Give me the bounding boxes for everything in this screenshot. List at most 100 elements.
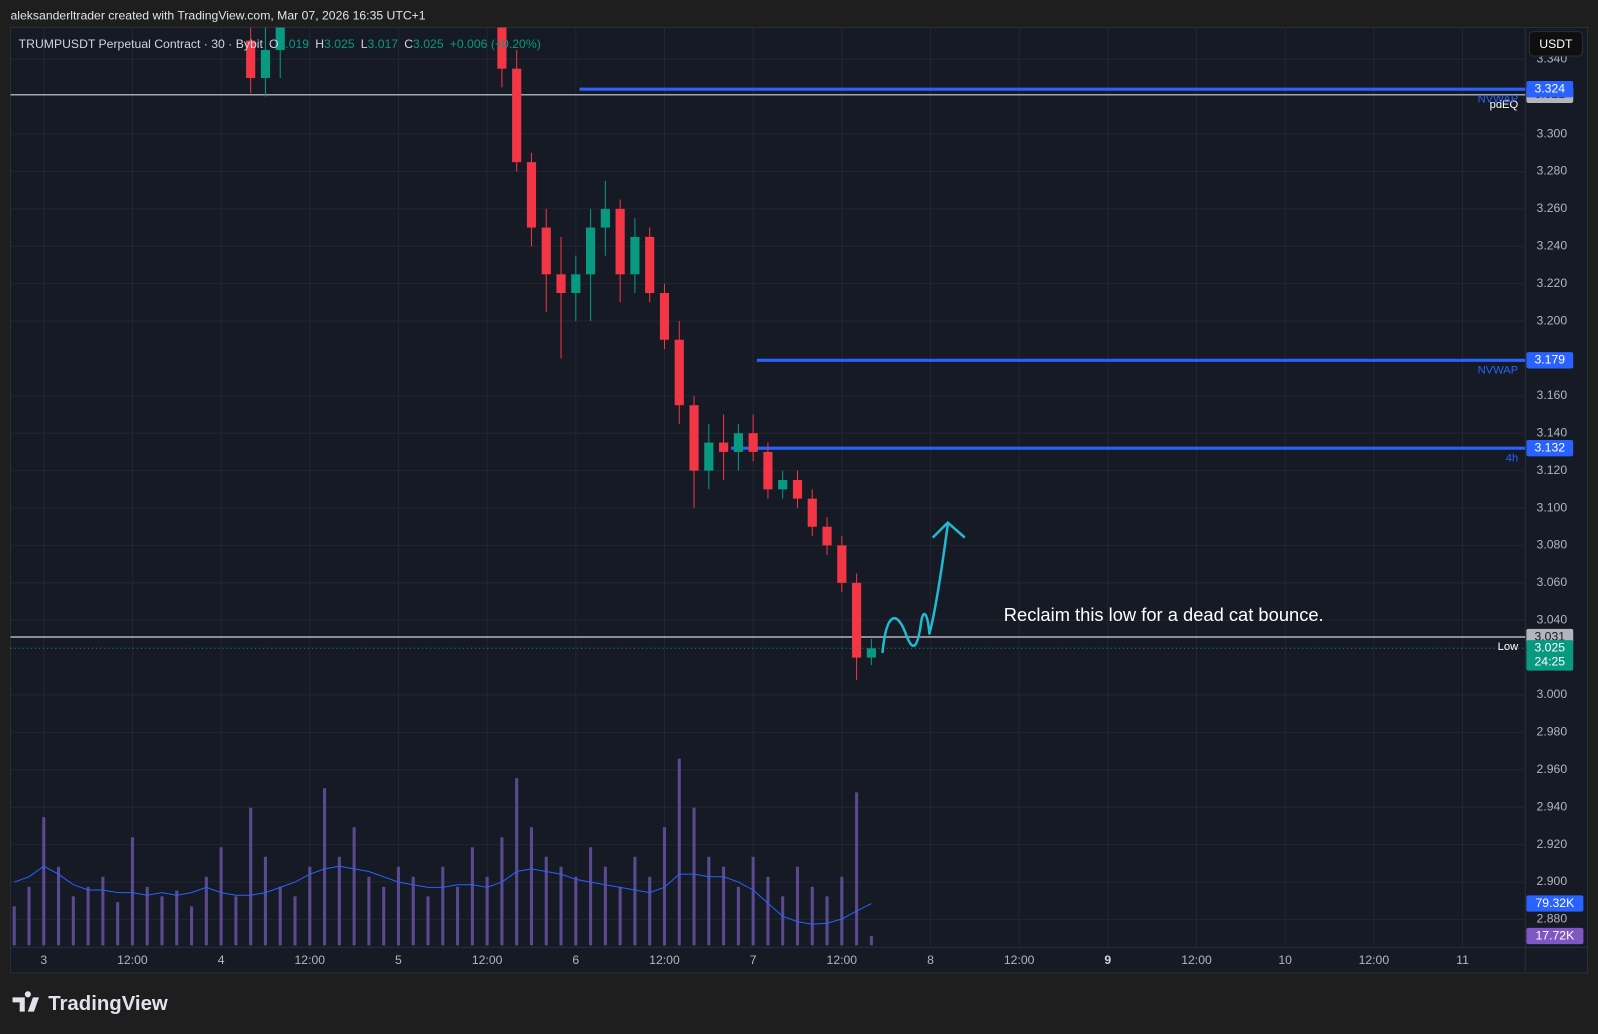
x-tick-label: 12:00 — [472, 953, 503, 967]
x-tick-label: 12:00 — [1181, 953, 1212, 967]
y-tick-label: 3.140 — [1537, 425, 1568, 439]
currency-label[interactable]: USDT — [1539, 37, 1573, 51]
brand-logo — [12, 991, 40, 1012]
y-tick-label: 3.300 — [1537, 126, 1568, 140]
h-value: 3.025 — [324, 37, 355, 51]
level-name: 4h — [1506, 452, 1518, 464]
c-value: 3.025 — [413, 37, 444, 51]
y-tick-label: 2.880 — [1537, 912, 1568, 926]
volume-bar — [12, 906, 16, 946]
volume-bar — [382, 886, 386, 946]
volume-bar — [101, 876, 105, 946]
volume-bar — [323, 788, 327, 946]
level-label-text: 3.132 — [1535, 440, 1566, 454]
volume-bar — [722, 866, 726, 946]
volume-bar — [692, 807, 696, 946]
candle-body — [852, 582, 862, 658]
level-label-box — [1526, 81, 1574, 98]
volume-bar — [633, 856, 637, 946]
y-tick-label: 2.940 — [1537, 799, 1568, 813]
level-name: NVWAP — [1478, 364, 1519, 376]
candle-body — [571, 274, 581, 294]
volume-bar — [559, 866, 563, 946]
level-label-box — [1526, 440, 1574, 457]
volume-bar — [27, 886, 31, 946]
level-label-box — [1526, 352, 1574, 369]
candle-body — [497, 27, 507, 69]
l-value: 3.017 — [368, 37, 399, 51]
y-tick-label: 2.960 — [1537, 762, 1568, 776]
x-tick-label: 12:00 — [294, 953, 325, 967]
candle-body — [556, 274, 566, 294]
x-tick-label: 10 — [1278, 953, 1292, 967]
header: aleksanderltrader created with TradingVi… — [11, 9, 426, 23]
x-tick-label: 8 — [927, 953, 934, 967]
y-tick-label: 3.060 — [1537, 575, 1568, 589]
candle-body — [600, 208, 610, 228]
o-label: O — [269, 37, 279, 51]
volume-bar — [736, 886, 740, 946]
y-tick-label: 3.040 — [1537, 612, 1568, 626]
symbol: TRUMPUSDT Perpetual Contract · 30 · Bybi… — [19, 37, 264, 51]
x-tick-label: 3 — [40, 953, 47, 967]
volume-bar — [411, 876, 415, 946]
axes: 3.3403.3003.2803.2603.2403.2203.2003.160… — [40, 52, 1584, 967]
candle-body — [630, 236, 640, 275]
volume-bar — [485, 876, 489, 946]
candle-body — [837, 545, 847, 583]
candle-body — [585, 227, 596, 275]
y-tick-label: 2.980 — [1537, 725, 1568, 739]
volume-bar — [42, 817, 46, 946]
volume-bar — [677, 758, 681, 946]
y-tick-label: 3.120 — [1537, 463, 1568, 477]
legend: TRUMPUSDT Perpetual Contract · 30 · Bybi… — [19, 37, 541, 51]
y-tick-label: 2.920 — [1537, 837, 1568, 851]
volume-bar — [234, 896, 238, 946]
volume-bar — [456, 886, 460, 946]
level-name: pdEQ — [1490, 99, 1519, 111]
y-tick-label: 3.080 — [1537, 538, 1568, 552]
y-tick-label: 3.100 — [1537, 500, 1568, 514]
volume-bar — [662, 827, 667, 946]
x-tick-label: 12:00 — [117, 953, 148, 967]
y-tick-label: 3.160 — [1537, 388, 1568, 402]
candle-body — [689, 405, 699, 471]
candle-body — [526, 162, 537, 228]
currency-button[interactable] — [1528, 31, 1583, 57]
candle-body — [674, 339, 684, 406]
volume-bar — [249, 807, 253, 946]
x-tick-label: 6 — [572, 953, 579, 967]
volume-bar — [781, 896, 785, 946]
brand: TradingView — [12, 991, 168, 1015]
y-tick-label: 3.240 — [1537, 238, 1568, 252]
y-tick-label: 3.220 — [1537, 276, 1568, 290]
volume-bar — [603, 866, 607, 946]
candle-body — [866, 648, 876, 658]
volume-bar — [116, 902, 120, 946]
volume-bar — [840, 876, 844, 946]
y-tick-label: 3.200 — [1537, 313, 1568, 327]
y-tick-label: 3.280 — [1537, 164, 1568, 178]
candle-body — [763, 451, 773, 490]
candle-body — [733, 433, 743, 452]
x-tick-label: 7 — [750, 953, 757, 967]
volume-bar — [175, 890, 179, 946]
volume-bar — [515, 778, 519, 946]
volume-bar — [367, 876, 371, 946]
volume-bar — [204, 876, 208, 946]
volume-pane — [12, 758, 873, 946]
volume-bar — [130, 837, 134, 946]
brand-name: TradingView — [48, 993, 168, 1015]
candle-body — [778, 479, 788, 490]
volume-bar — [470, 847, 474, 946]
annotation: Reclaim this low for a dead cat bounce. — [1004, 604, 1324, 625]
candle-body — [645, 236, 655, 294]
x-tick-label: 9 — [1104, 953, 1111, 967]
x-tick-label: 4 — [218, 953, 225, 967]
candle-body — [659, 293, 670, 340]
volume-bar — [278, 886, 282, 946]
volume-bar — [707, 856, 711, 946]
candle-body — [807, 498, 817, 527]
volume-bar — [766, 876, 770, 946]
volume-bar — [810, 886, 814, 946]
